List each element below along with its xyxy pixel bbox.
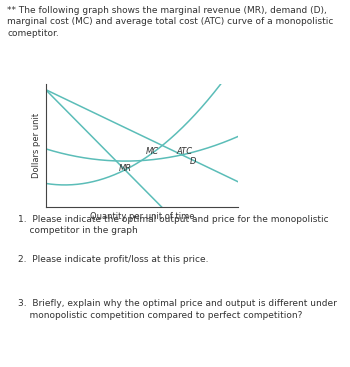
Text: MR: MR <box>119 164 132 173</box>
Text: D: D <box>190 157 196 166</box>
Text: MC: MC <box>146 146 159 156</box>
Text: 1.  Please indicate the optimal output and price for the monopolistic
    compet: 1. Please indicate the optimal output an… <box>18 215 328 236</box>
Text: ATC: ATC <box>176 147 193 156</box>
X-axis label: Quantity per unit of time: Quantity per unit of time <box>90 211 194 221</box>
Text: 2.  Please indicate profit/loss at this price.: 2. Please indicate profit/loss at this p… <box>18 255 208 264</box>
Text: ** The following graph shows the marginal revenue (MR), demand (D),
marginal cos: ** The following graph shows the margina… <box>7 6 333 38</box>
Text: 3.  Briefly, explain why the optimal price and output is different under
    mon: 3. Briefly, explain why the optimal pric… <box>18 299 336 320</box>
Y-axis label: Dollars per unit: Dollars per unit <box>32 113 41 178</box>
